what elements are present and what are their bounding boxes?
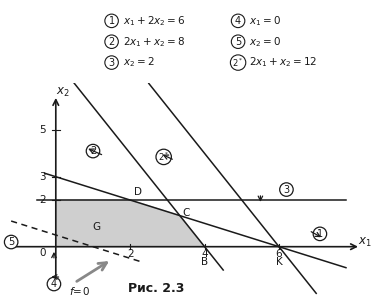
Text: 3: 3 — [39, 172, 45, 182]
Text: 1: 1 — [109, 16, 115, 26]
Text: 5: 5 — [39, 125, 45, 135]
Text: K: K — [276, 257, 282, 267]
Text: 2: 2 — [127, 249, 134, 259]
Text: 5: 5 — [8, 237, 14, 247]
Text: 4: 4 — [201, 249, 208, 259]
Text: 1: 1 — [317, 229, 323, 239]
Text: $f\!=\!0$: $f\!=\!0$ — [69, 285, 90, 297]
Text: D: D — [134, 187, 142, 197]
Text: 6: 6 — [276, 249, 282, 259]
Text: 2: 2 — [109, 37, 115, 47]
Text: 0: 0 — [39, 248, 45, 258]
Text: 2$^*$: 2$^*$ — [158, 151, 169, 163]
Text: $x_1+2x_2=6$: $x_1+2x_2=6$ — [123, 14, 185, 28]
Text: 4: 4 — [235, 16, 241, 26]
Text: 2$^*$: 2$^*$ — [232, 56, 244, 69]
Text: 2: 2 — [90, 146, 96, 156]
Text: Рис. 2.3: Рис. 2.3 — [128, 282, 185, 295]
Text: 2: 2 — [39, 195, 45, 205]
Text: 3: 3 — [283, 184, 289, 195]
Text: 4: 4 — [51, 279, 57, 289]
Text: C: C — [182, 208, 190, 218]
Text: G: G — [93, 222, 101, 232]
Text: 5: 5 — [235, 37, 241, 47]
Text: $x_2=2$: $x_2=2$ — [123, 56, 154, 69]
Text: B: B — [201, 257, 208, 267]
Text: $2x_1+x_2=12$: $2x_1+x_2=12$ — [249, 56, 318, 69]
Text: $x_1$: $x_1$ — [358, 236, 371, 249]
Polygon shape — [56, 200, 205, 247]
Text: $x_1=0$: $x_1=0$ — [249, 14, 281, 28]
Text: $x_2$: $x_2$ — [56, 86, 69, 99]
Text: $2x_1+x_2=8$: $2x_1+x_2=8$ — [123, 35, 185, 49]
Text: 3: 3 — [109, 58, 115, 68]
Text: $x_2=0$: $x_2=0$ — [249, 35, 281, 49]
